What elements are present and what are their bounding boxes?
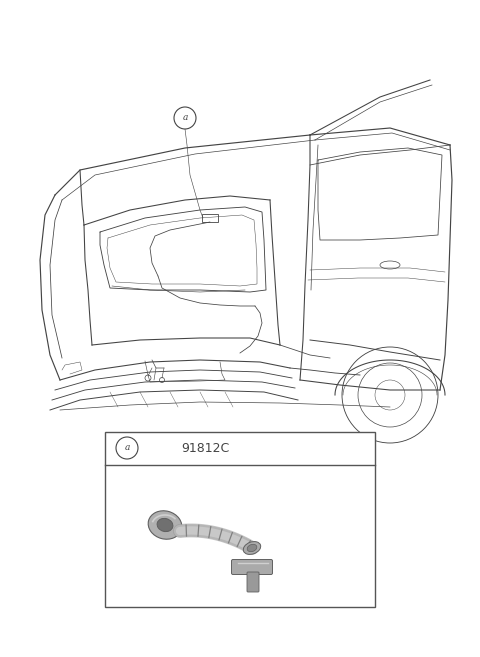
Bar <box>202 214 218 222</box>
FancyBboxPatch shape <box>247 572 259 592</box>
FancyBboxPatch shape <box>231 560 273 574</box>
Ellipse shape <box>247 544 257 552</box>
Ellipse shape <box>157 518 173 532</box>
Text: a: a <box>124 443 130 453</box>
Ellipse shape <box>148 510 182 539</box>
Text: a: a <box>182 114 188 122</box>
Ellipse shape <box>243 541 261 555</box>
Text: 91812C: 91812C <box>181 442 229 455</box>
Bar <box>105 432 375 607</box>
